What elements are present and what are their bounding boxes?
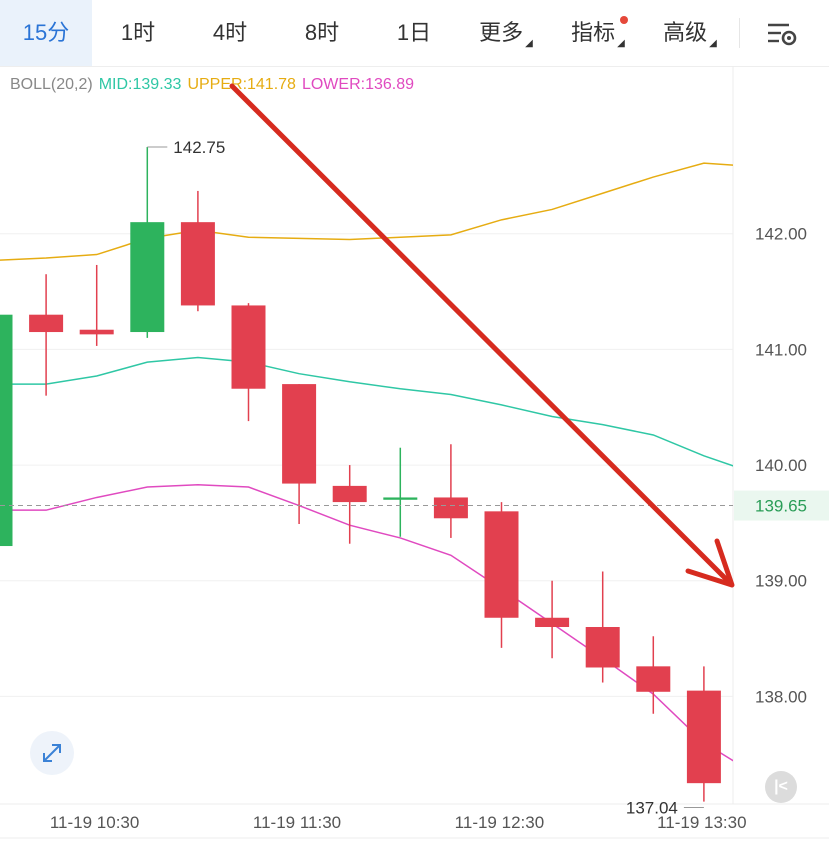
collapse-to-latest-icon: |< [774,778,788,795]
y-tick-label: 140.00 [755,456,807,475]
tab-4hour[interactable]: 4时 [184,0,276,66]
candle-body[interactable] [29,314,64,333]
trend-arrow-head [685,538,735,588]
current-price-badge [734,490,829,521]
y-tick-label: 141.00 [755,340,807,359]
candle-body[interactable] [383,497,418,500]
tab-15min[interactable]: 15分 [0,0,92,66]
tab-label: 8时 [304,20,340,45]
candle-body[interactable] [130,222,165,333]
caret-down-icon: ◢ [709,38,717,49]
candle-body[interactable] [79,329,114,335]
chart-settings-icon[interactable] [765,20,799,48]
x-tick-label: 11-19 13:30 [657,813,746,832]
boll-lower-line [0,483,733,762]
tab-advanced[interactable]: 高级 ◢ [644,0,736,66]
tab-label: 4时 [212,20,248,45]
tab-divider [739,18,740,48]
tab-label: 1时 [120,20,156,45]
y-tick-label: 139.00 [755,572,807,591]
legend-indicator-name: BOLL(20,2) [10,76,93,93]
x-tick-label: 11-19 12:30 [455,813,544,832]
boll-legend: BOLL(20,2) MID:139.33 UPPER:141.78 LOWER:13… [10,76,420,94]
candle-body[interactable] [0,314,13,547]
tab-label: 15分 [22,20,70,45]
candle-body[interactable] [332,485,367,503]
x-tick-label: 11-19 10:30 [50,813,139,832]
tab-label: 指标 [571,20,616,45]
y-tick-label: 142.00 [755,225,807,244]
tab-label: 更多 [479,20,524,45]
candle-body[interactable] [686,690,721,784]
tab-indicators[interactable]: 指标 ◢ [552,0,644,66]
candle-body[interactable] [282,384,317,484]
boll-mid-line [0,356,733,467]
expand-chart-button[interactable] [30,731,74,775]
tab-8hour[interactable]: 8时 [276,0,368,66]
max-price-label: 142.75 [173,138,225,157]
caret-down-icon: ◢ [617,38,625,49]
timeframe-tab-bar: 15分 1时 4时 8时 1日 更多 ◢ 指标 ◢ 高级 ◢ [0,0,829,67]
candle-body[interactable] [231,305,266,389]
trend-arrow-line [229,83,732,585]
tab-1day[interactable]: 1日 [368,0,460,66]
tab-1hour[interactable]: 1时 [92,0,184,66]
candle-body[interactable] [585,627,620,668]
current-price-label: 139.65 [755,497,807,516]
legend-upper: UPPER:141.78 [187,76,296,93]
candle-body[interactable] [180,222,215,306]
candle-body[interactable] [433,497,468,519]
min-price-label: 137.04 [626,798,678,817]
notification-dot [620,16,628,24]
tab-label: 1日 [396,20,432,45]
tab-label: 高级 [663,20,708,45]
candle-body[interactable] [484,511,519,618]
legend-mid: MID:139.33 [98,76,182,93]
x-tick-label: 11-19 11:30 [253,813,341,832]
expand-arrows-icon [43,744,61,762]
candle-body[interactable] [636,666,671,692]
collapse-to-latest-button[interactable]: |< [765,771,797,803]
boll-upper-line [0,162,733,261]
caret-down-icon: ◢ [525,38,533,49]
y-tick-label: 138.00 [755,687,807,706]
candle-body[interactable] [535,617,570,628]
legend-lower: LOWER:136.89 [301,76,415,93]
tab-more[interactable]: 更多 ◢ [460,0,552,66]
